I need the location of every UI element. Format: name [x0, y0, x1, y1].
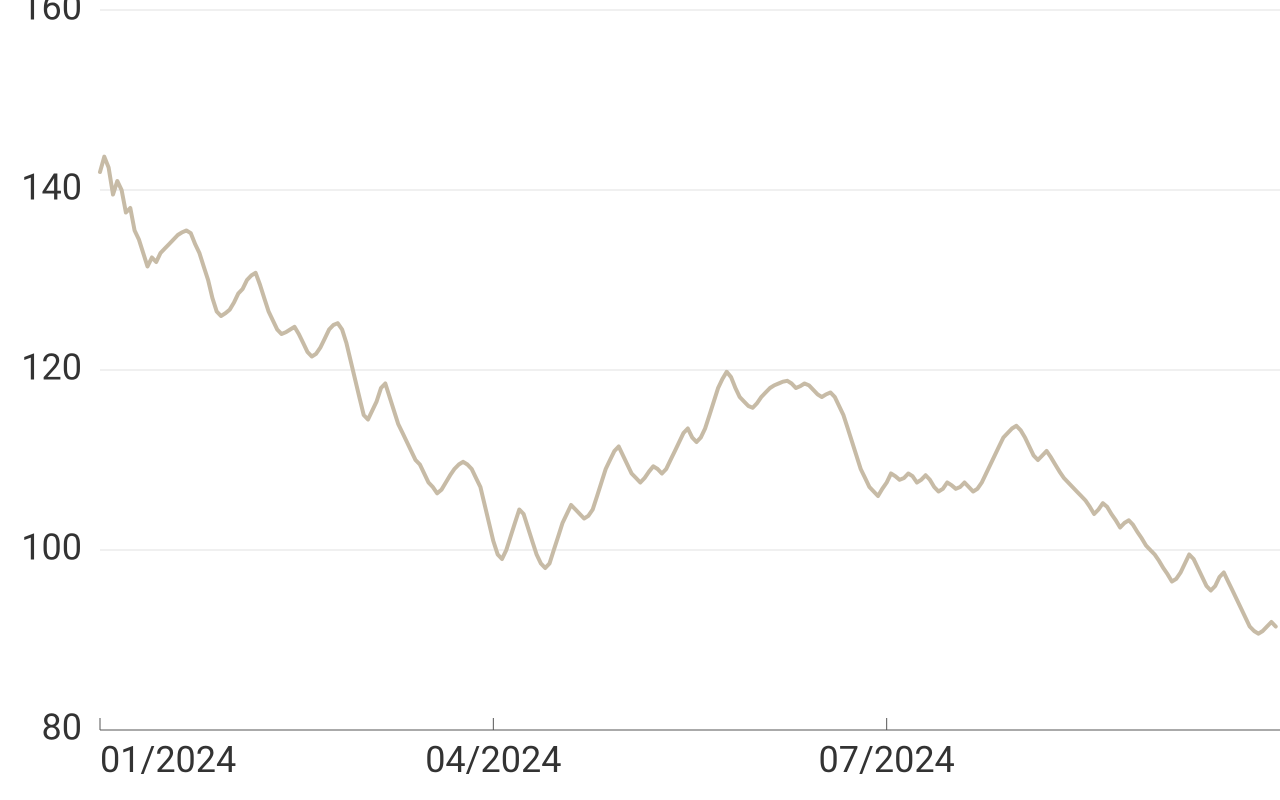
x-tick-label: 04/2024 — [425, 739, 561, 781]
y-tick-label: 100 — [21, 527, 82, 569]
chart-svg: 80 100 120 140 160 01/2024 04/2024 07/2024 — [0, 0, 1280, 800]
line-chart: 80 100 120 140 160 01/2024 04/2024 07/2024 — [0, 0, 1280, 800]
y-tick-label: 160 — [21, 0, 82, 29]
y-tick-label: 120 — [21, 347, 82, 389]
y-tick-label: 140 — [21, 167, 82, 209]
x-tick-label: 01/2024 — [100, 739, 236, 781]
x-tick-label: 07/2024 — [819, 739, 955, 781]
y-tick-label: 80 — [42, 707, 82, 749]
